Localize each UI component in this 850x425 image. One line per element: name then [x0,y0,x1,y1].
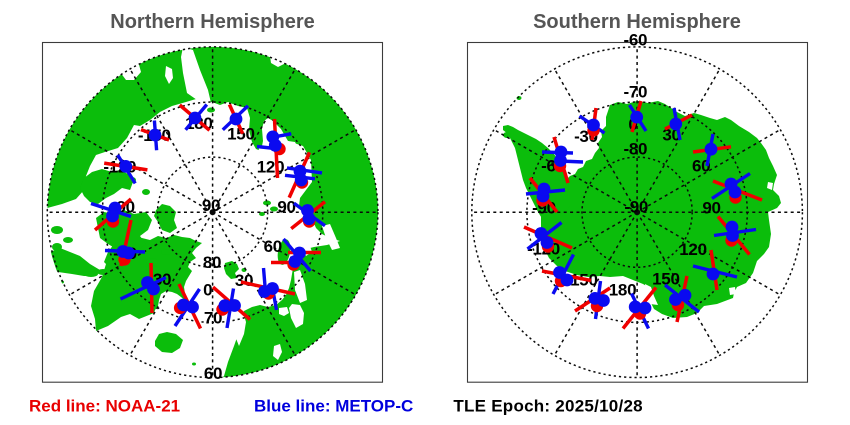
svg-text:TLE Epoch: 2025/10/28: TLE Epoch: 2025/10/28 [453,397,643,416]
svg-text:150: 150 [652,269,679,288]
svg-text:120: 120 [679,240,706,259]
svg-text:120: 120 [257,157,284,176]
svg-text:Red line: NOAA-21: Red line: NOAA-21 [29,397,180,416]
svg-text:-90: -90 [624,198,648,217]
svg-text:60: 60 [204,364,222,383]
svg-text:-80: -80 [623,140,647,159]
svg-text:60: 60 [264,237,282,256]
svg-text:60: 60 [692,157,710,176]
svg-text:Blue line: METOP-C: Blue line: METOP-C [254,397,413,416]
svg-text:-60: -60 [623,31,647,50]
svg-text:30: 30 [235,271,253,290]
svg-text:90: 90 [202,196,220,215]
svg-text:180: 180 [609,281,636,300]
svg-text:0: 0 [203,281,212,300]
svg-text:80: 80 [203,253,221,272]
svg-text:90: 90 [277,198,295,217]
svg-text:Northern Hemisphere: Northern Hemisphere [110,11,315,33]
svg-text:Southern Hemisphere: Southern Hemisphere [533,11,741,33]
svg-text:90: 90 [702,199,720,218]
svg-text:-70: -70 [623,82,647,101]
